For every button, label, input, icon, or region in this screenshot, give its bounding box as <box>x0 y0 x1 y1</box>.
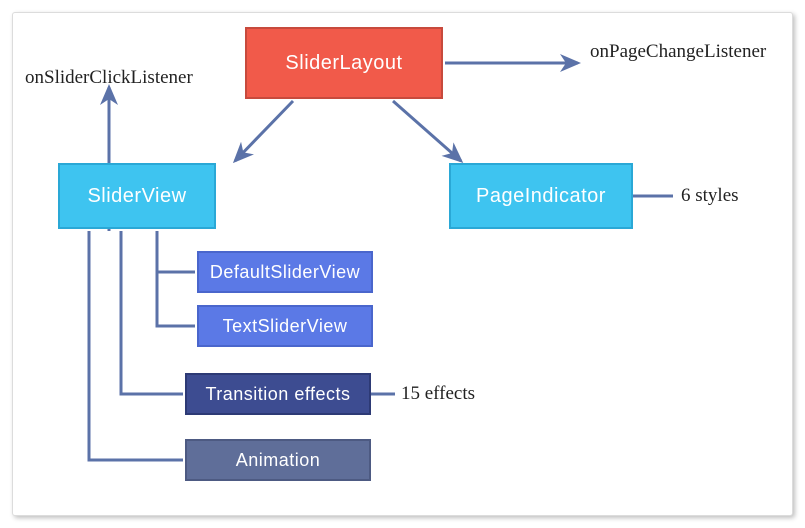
node-slider-view: SliderView <box>58 163 216 229</box>
node-label: Transition effects <box>205 384 350 405</box>
label-six-styles: 6 styles <box>681 185 739 207</box>
node-label: DefaultSliderView <box>210 262 360 283</box>
node-label: PageIndicator <box>476 185 606 208</box>
node-transition-effects: Transition effects <box>185 373 371 415</box>
node-label: TextSliderView <box>223 316 348 337</box>
node-text-slider-view: TextSliderView <box>197 305 373 347</box>
node-label: SliderView <box>87 185 186 208</box>
node-default-slider-view: DefaultSliderView <box>197 251 373 293</box>
node-animation: Animation <box>185 439 371 481</box>
node-page-indicator: PageIndicator <box>449 163 633 229</box>
node-label: SliderLayout <box>285 52 402 75</box>
node-label: Animation <box>236 450 321 471</box>
label-on-slider-click: onSliderClickListener <box>25 67 193 89</box>
label-fifteen-effects: 15 effects <box>401 383 475 405</box>
label-on-page-change: onPageChangeListener <box>590 41 766 63</box>
node-slider-layout: SliderLayout <box>245 27 443 99</box>
diagram-canvas: SliderLayout SliderView PageIndicator De… <box>12 12 793 516</box>
